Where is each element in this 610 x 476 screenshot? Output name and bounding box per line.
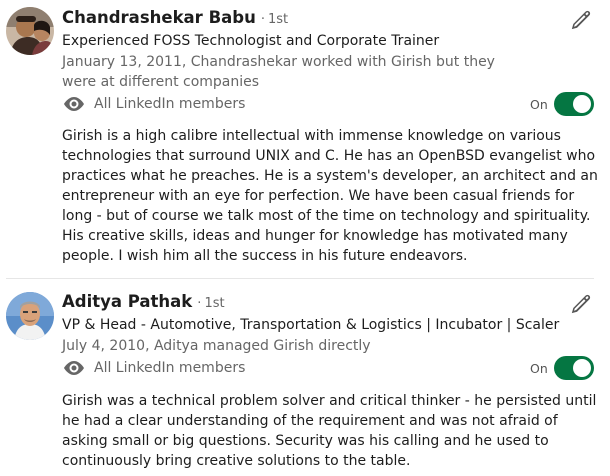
visibility-toggle-group: On [530,355,594,381]
recommender-headline: VP & Head - Automotive, Transportation &… [62,317,560,333]
eye-icon [62,93,86,115]
visibility-label: All LinkedIn members [94,96,246,112]
recommendation-card: Chandrashekar Babu · 1st Experienced FOS… [6,7,598,264]
pencil-icon[interactable] [570,293,592,315]
name-line: Aditya Pathak · 1st [62,292,225,316]
visibility-toggle-group: On [530,91,594,117]
recommender-name[interactable]: Aditya Pathak [62,292,193,311]
toggle-knob [572,359,591,377]
relationship-meta: July 4, 2010, Aditya managed Girish dire… [62,338,371,354]
visibility-setting: All LinkedIn members [62,357,245,379]
visibility-toggle[interactable] [553,356,594,380]
relationship-meta: January 13, 2011, Chandrashekar worked w… [62,54,495,90]
recommender-name[interactable]: Chandrashekar Babu [62,8,256,27]
recommender-headline: Experienced FOSS Technologist and Corpor… [62,33,440,49]
visibility-label: All LinkedIn members [94,360,246,376]
separator-dot: · [197,296,202,311]
visibility-setting: All LinkedIn members [62,93,245,115]
avatar[interactable] [6,292,54,340]
pencil-icon[interactable] [570,9,592,31]
separator-dot: · [260,12,265,27]
eye-icon [62,357,86,379]
toggle-state-label: On [530,96,548,112]
connection-degree: 1st [204,296,225,311]
divider [6,278,594,279]
toggle-knob [572,95,591,113]
avatar[interactable] [6,7,54,55]
visibility-toggle[interactable] [553,92,594,116]
connection-degree: 1st [267,12,289,27]
recommendation-card: Aditya Pathak · 1st VP & Head - Automoti… [0,279,610,476]
recommendation-text: Girish was a technical problem solver an… [62,393,597,469]
recommendation-text: Girish is a high calibre intellectual wi… [62,128,598,264]
toggle-state-label: On [530,360,548,376]
name-line: Chandrashekar Babu · 1st [62,8,288,32]
